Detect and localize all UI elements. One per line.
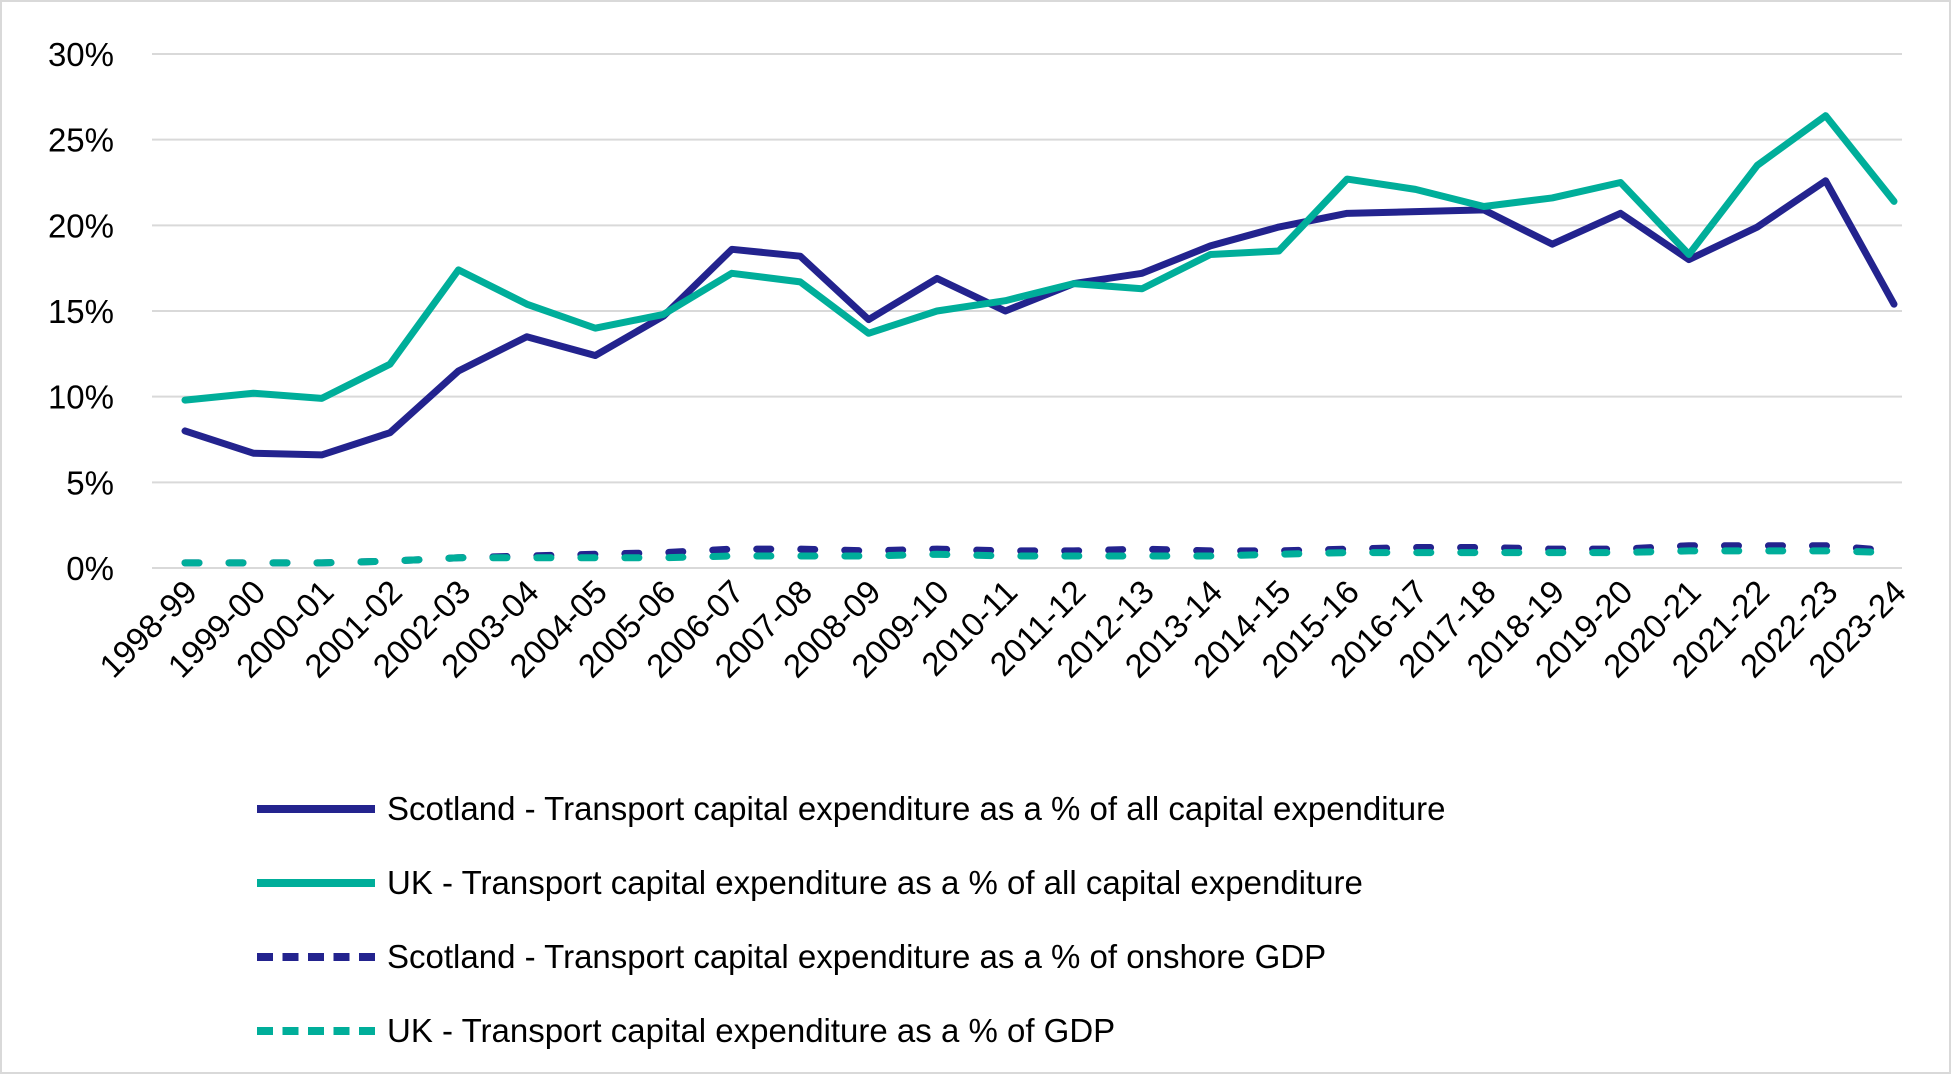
y-tick-label: 20%	[48, 207, 114, 244]
legend-item: Scotland - Transport capital expenditure…	[257, 920, 1445, 994]
legend-swatch	[257, 1027, 375, 1035]
legend: Scotland - Transport capital expenditure…	[257, 772, 1445, 1068]
legend-swatch	[257, 879, 375, 887]
series-line-1	[181, 177, 1898, 459]
y-tick-label: 30%	[48, 36, 114, 73]
legend-item: UK - Transport capital expenditure as a …	[257, 846, 1445, 920]
legend-item: UK - Transport capital expenditure as a …	[257, 994, 1445, 1068]
legend-label: UK - Transport capital expenditure as a …	[387, 1012, 1116, 1049]
legend-swatch	[257, 805, 375, 813]
y-tick-label: 15%	[48, 293, 114, 330]
legend-item: Scotland - Transport capital expenditure…	[257, 772, 1445, 846]
y-tick-label: 5%	[66, 464, 114, 501]
series-line-2	[181, 112, 1898, 404]
y-tick-label: 10%	[48, 379, 114, 416]
series-line-4	[181, 547, 1898, 567]
y-tick-label: 25%	[48, 122, 114, 159]
legend-label: UK - Transport capital expenditure as a …	[387, 864, 1363, 901]
series-line-3	[181, 542, 1898, 567]
legend-label: Scotland - Transport capital expenditure…	[387, 790, 1446, 827]
legend-swatch	[257, 953, 375, 961]
y-tick-label: 0%	[66, 550, 114, 587]
legend-label: Scotland - Transport capital expenditure…	[387, 938, 1327, 975]
